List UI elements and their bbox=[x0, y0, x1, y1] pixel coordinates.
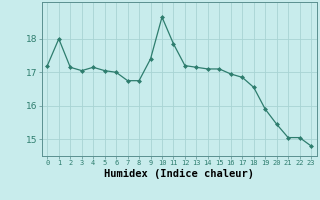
X-axis label: Humidex (Indice chaleur): Humidex (Indice chaleur) bbox=[104, 169, 254, 179]
